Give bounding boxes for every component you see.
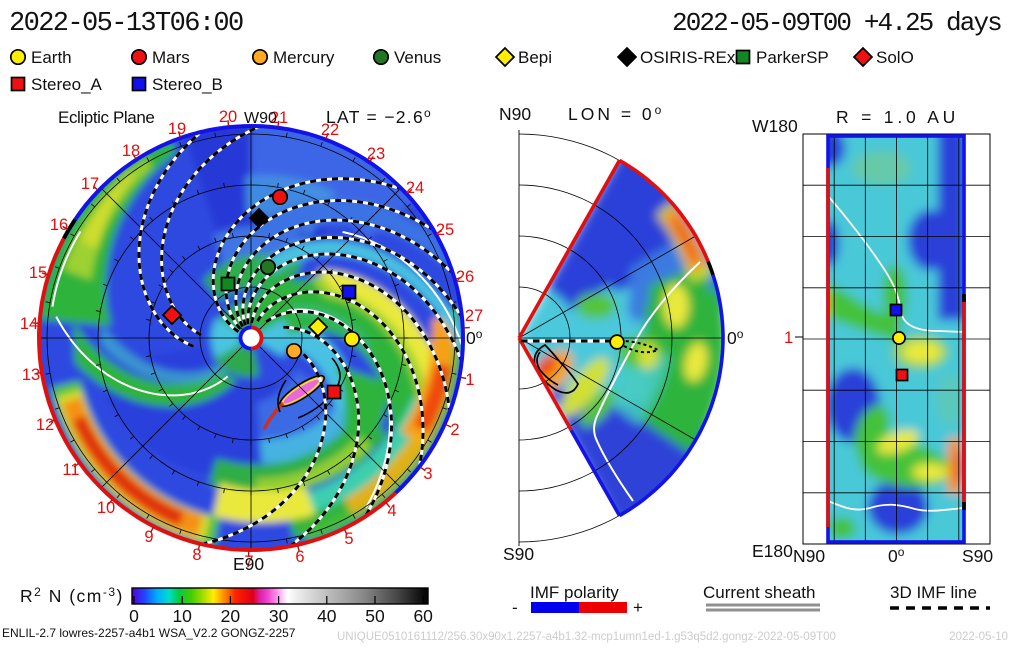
svg-text:Ecliptic Plane: Ecliptic Plane (58, 108, 154, 127)
svg-text:24: 24 (406, 179, 424, 197)
svg-text:40: 40 (317, 606, 337, 626)
svg-text:Bepi: Bepi (518, 48, 552, 67)
svg-text:Current sheath: Current sheath (703, 583, 815, 602)
svg-text:1: 1 (465, 371, 474, 389)
svg-text:OSIRIS-REx: OSIRIS-REx (640, 48, 736, 67)
svg-text:1: 1 (784, 329, 793, 347)
svg-text:Venus: Venus (394, 48, 441, 67)
svg-text:Stereo_B: Stereo_B (152, 75, 223, 94)
svg-text:11: 11 (62, 461, 79, 479)
svg-text:12: 12 (36, 416, 54, 434)
svg-text:6: 6 (295, 548, 304, 566)
svg-text:LAT = −2.6o: LAT = −2.6o (326, 106, 432, 127)
svg-text:Mars: Mars (152, 48, 190, 67)
svg-text:17: 17 (81, 175, 99, 193)
svg-text:Mercury: Mercury (273, 48, 335, 67)
svg-text:2022-05-13T06:00: 2022-05-13T06:00 (9, 9, 243, 39)
svg-text:+: + (633, 598, 643, 617)
svg-text:3D IMF line: 3D IMF line (890, 583, 977, 602)
svg-text:S90: S90 (962, 546, 993, 566)
svg-text:7: 7 (244, 553, 253, 571)
svg-text:W90: W90 (244, 110, 277, 127)
svg-text:2022-05-09T00 +4.25 days: 2022-05-09T00 +4.25 days (672, 8, 1001, 38)
svg-text:25: 25 (436, 221, 454, 239)
svg-text:2: 2 (450, 421, 459, 439)
svg-text:0: 0 (129, 606, 139, 626)
svg-text:N90: N90 (499, 104, 531, 124)
svg-text:IMF polarity: IMF polarity (530, 583, 619, 602)
svg-text:4: 4 (387, 502, 396, 520)
svg-text:15: 15 (29, 264, 47, 282)
svg-text:LON = 0o: LON = 0o (568, 103, 664, 124)
svg-text:21: 21 (270, 109, 288, 127)
svg-text:30: 30 (269, 606, 289, 626)
svg-text:23: 23 (367, 145, 385, 163)
svg-text:10: 10 (172, 606, 192, 626)
svg-text:16: 16 (50, 216, 68, 234)
svg-text:26: 26 (456, 268, 474, 286)
svg-text:50: 50 (365, 606, 385, 626)
svg-text:5: 5 (344, 530, 353, 548)
svg-text:R = 1.0 AU: R = 1.0 AU (836, 107, 959, 127)
svg-text:S90: S90 (503, 544, 534, 564)
svg-text:14: 14 (20, 315, 38, 333)
svg-text:ParkerSP: ParkerSP (756, 48, 829, 67)
svg-text:Stereo_A: Stereo_A (31, 75, 103, 94)
svg-text:9: 9 (144, 528, 153, 546)
svg-text:13: 13 (22, 366, 40, 384)
svg-text:10: 10 (97, 499, 115, 517)
svg-text:E180: E180 (752, 541, 793, 561)
svg-text:-: - (512, 598, 518, 617)
svg-text:ENLIL-2.7 lowres-2257-a4b1 WSA: ENLIL-2.7 lowres-2257-a4b1 WSA_V2.2 GONG… (2, 626, 296, 640)
svg-text:N90: N90 (793, 546, 825, 566)
svg-text:E90: E90 (233, 554, 264, 574)
svg-text:8: 8 (192, 546, 201, 564)
svg-text:19: 19 (168, 120, 186, 138)
svg-text:Earth: Earth (31, 48, 72, 67)
svg-text:27: 27 (465, 307, 483, 325)
svg-text:22: 22 (321, 121, 339, 139)
svg-text:20: 20 (219, 108, 237, 126)
svg-text:18: 18 (122, 142, 140, 160)
svg-text:UNIQUE0510161112/256.30x90x1.2: UNIQUE0510161112/256.30x90x1.2257-a4b1.3… (337, 631, 836, 643)
svg-text:3: 3 (423, 465, 432, 483)
svg-text:R2 N (cm-3): R2 N (cm-3) (20, 585, 124, 606)
svg-text:60: 60 (413, 606, 433, 626)
svg-text:W180: W180 (752, 116, 798, 136)
svg-text:20: 20 (221, 606, 241, 626)
svg-text:SolO: SolO (876, 48, 914, 67)
svg-text:2022-05-10: 2022-05-10 (949, 631, 1008, 643)
